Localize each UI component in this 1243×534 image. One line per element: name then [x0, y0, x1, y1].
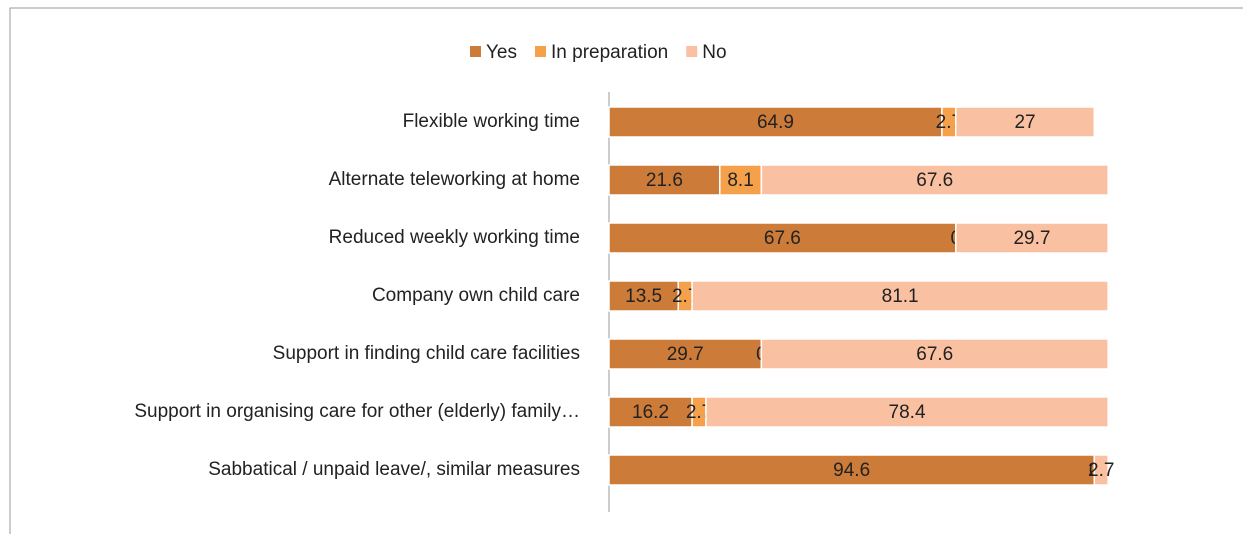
data-label: 94.6	[833, 460, 870, 481]
data-label: 27	[1014, 112, 1035, 133]
bar-segment	[705, 396, 1109, 428]
bar-segment	[760, 164, 1109, 196]
bar-segment	[608, 222, 957, 254]
y-tick-label: Reduced weekly working time	[329, 227, 580, 248]
data-label: 29.7	[667, 344, 704, 365]
chart-border	[9, 7, 1243, 534]
y-tick-label: Flexible working time	[403, 111, 580, 132]
data-label: 67.6	[764, 228, 801, 249]
bar-segment	[608, 454, 1096, 486]
bar-segment	[760, 338, 1109, 370]
y-tick-label: Company own child care	[372, 285, 580, 306]
data-label: 29.7	[1013, 228, 1050, 249]
legend-swatch	[686, 46, 698, 57]
data-label: 78.4	[889, 402, 926, 423]
data-label: 81.1	[882, 286, 919, 307]
data-label: 13.5	[625, 286, 662, 307]
legend-swatch	[535, 46, 546, 57]
data-label: 8.1	[727, 170, 753, 191]
legend-label: In preparation	[551, 42, 668, 63]
data-label: 64.9	[757, 112, 794, 133]
legend-label: No	[702, 42, 726, 63]
data-label: 21.6	[646, 170, 683, 191]
bar-segment	[608, 164, 721, 196]
bar-segment	[1093, 454, 1109, 486]
bar-segment	[691, 280, 1109, 312]
bar-segment	[955, 106, 1096, 138]
y-tick-label: Sabbatical / unpaid leave/, similar meas…	[208, 459, 580, 480]
legend-swatch	[470, 46, 481, 57]
legend-label: Yes	[486, 42, 517, 63]
bar-segment	[608, 280, 680, 312]
data-label: 16.2	[632, 402, 669, 423]
y-tick-label: Alternate teleworking at home	[329, 169, 580, 190]
data-label: 67.6	[916, 344, 953, 365]
data-label: 2.7	[1088, 460, 1114, 481]
bar-segment	[608, 396, 693, 428]
y-tick-label: Support in finding child care facilities	[273, 343, 580, 364]
bar-segment	[955, 222, 1109, 254]
data-label: 67.6	[916, 170, 953, 191]
bar-segment	[608, 338, 763, 370]
y-tick-label: Support in organising care for other (el…	[134, 401, 580, 422]
